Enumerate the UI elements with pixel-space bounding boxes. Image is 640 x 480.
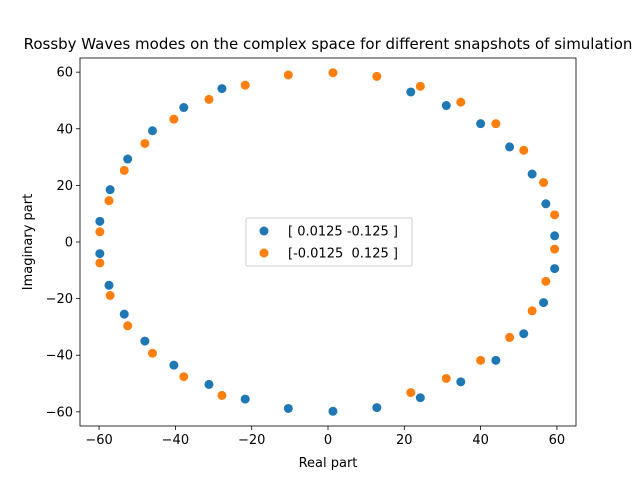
point-series-1-6: [519, 329, 529, 339]
point-series-1-12: [505, 142, 515, 152]
point-series-2-8: [550, 210, 560, 220]
point-series-1-25: [140, 336, 150, 346]
point-series-2-21: [95, 258, 105, 268]
ticks-layer: −60 −40 −20 0 20 40 60 −60 −40 −20 0 20 40 60: [46, 66, 566, 448]
point-series-1-18: [147, 126, 157, 136]
chart-title: Rossby Waves modes on the complex space …: [24, 35, 633, 53]
x-tick-label: −20: [238, 433, 265, 448]
point-series-2-27: [204, 94, 214, 104]
point-series-1-8: [550, 264, 560, 274]
point-series-2-16: [217, 390, 227, 400]
point-series-2-1: [328, 68, 338, 78]
point-series-2-15: [406, 388, 416, 398]
legend: [ 0.0125 -0.125 ] [-0.0125 0.125 ]: [245, 217, 413, 267]
point-series-1-23: [104, 280, 114, 290]
point-series-2-7: [539, 178, 549, 188]
point-series-2-18: [147, 348, 157, 358]
x-tick-label: 0: [324, 433, 332, 448]
point-series-2-24: [119, 165, 129, 175]
point-series-2-23: [104, 196, 114, 206]
point-series-2-25: [140, 138, 150, 148]
point-series-2-6: [519, 145, 529, 155]
point-series-1-7: [539, 298, 549, 308]
point-series-1-11: [527, 169, 537, 179]
point-series-1-4: [456, 377, 466, 387]
point-series-1-27: [204, 379, 214, 389]
point-series-2-3: [415, 81, 425, 91]
point-series-1-28: [240, 394, 250, 404]
point-series-1-3: [415, 393, 425, 403]
legend-label-series-1: [ 0.0125 -0.125 ]: [288, 225, 398, 240]
point-series-2-4: [456, 97, 466, 107]
y-tick-label: −20: [46, 292, 73, 307]
x-axis-label: Real part: [299, 456, 358, 471]
point-series-1-9: [550, 231, 560, 241]
points-layer: [95, 68, 560, 416]
point-series-2-26: [169, 114, 179, 124]
point-series-1-24: [119, 309, 129, 319]
point-series-2-5: [491, 119, 501, 129]
x-tick-label: 40: [472, 433, 489, 448]
point-series-2-10: [541, 276, 551, 286]
x-tick-label: 20: [396, 433, 413, 448]
y-tick-label: 60: [56, 66, 73, 81]
y-tick-label: 0: [65, 236, 73, 251]
point-series-2-22: [95, 227, 105, 237]
point-series-2-14: [441, 373, 451, 383]
point-series-1-17: [179, 103, 189, 113]
y-tick-label: 20: [56, 179, 73, 194]
y-tick-label: −40: [46, 349, 73, 364]
point-series-1-13: [476, 119, 486, 129]
point-series-2-12: [505, 332, 515, 342]
x-tick-label: −60: [85, 433, 112, 448]
legend-marker-series-2: [259, 248, 269, 258]
y-axis-label: Imaginary part: [21, 194, 36, 290]
point-series-1-22: [95, 249, 105, 259]
point-series-1-19: [123, 154, 133, 164]
point-series-2-28: [240, 80, 250, 90]
point-series-1-5: [491, 355, 501, 365]
point-series-1-15: [406, 87, 416, 97]
point-series-2-29: [283, 70, 293, 80]
x-tick-label: 60: [549, 433, 566, 448]
point-series-1-2: [372, 403, 382, 413]
point-series-2-2: [372, 71, 382, 81]
y-tick-label: −60: [46, 405, 73, 420]
point-series-1-20: [105, 185, 115, 195]
point-series-1-1: [328, 406, 338, 416]
point-series-2-20: [105, 291, 115, 301]
point-series-1-29: [283, 403, 293, 413]
legend-marker-series-1: [259, 226, 269, 236]
legend-label-series-2: [-0.0125 0.125 ]: [288, 247, 398, 262]
point-series-2-11: [527, 306, 537, 316]
point-series-2-19: [123, 321, 133, 331]
point-series-2-17: [179, 372, 189, 382]
point-series-1-14: [441, 101, 451, 111]
point-series-1-16: [217, 84, 227, 94]
point-series-2-13: [476, 355, 486, 365]
point-series-2-9: [550, 244, 560, 254]
point-series-1-26: [169, 360, 179, 370]
point-series-1-21: [95, 216, 105, 226]
point-series-1-10: [541, 199, 551, 209]
legend-box: [245, 217, 413, 267]
y-tick-label: 40: [56, 122, 73, 137]
x-tick-label: −40: [162, 433, 189, 448]
